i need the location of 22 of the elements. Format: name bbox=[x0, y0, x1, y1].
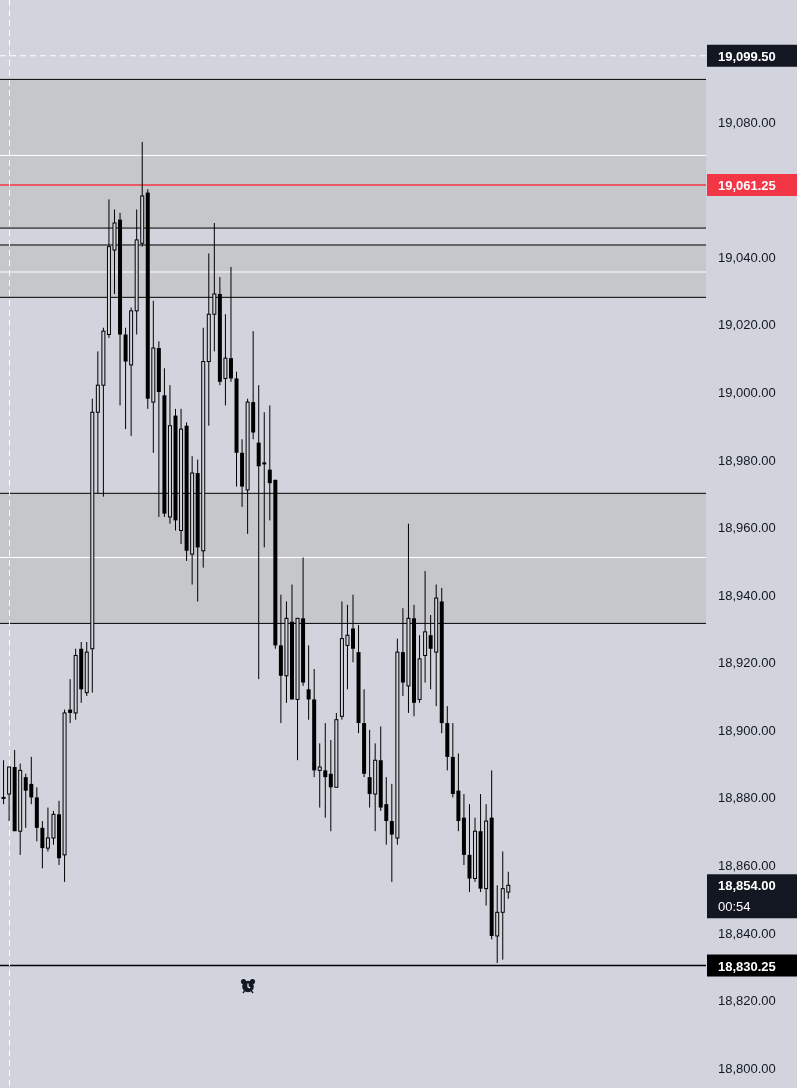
y-tick-label: 18,900.00 bbox=[718, 722, 776, 738]
y-tick-label: 18,960.00 bbox=[718, 519, 776, 535]
ref-line-label: 19,061.25 bbox=[718, 177, 776, 193]
y-tick-label: 18,860.00 bbox=[718, 857, 776, 873]
ref-line-label: 18,830.25 bbox=[718, 958, 776, 974]
y-tick-label: 19,080.00 bbox=[718, 114, 776, 130]
y-tick-label: 18,880.00 bbox=[718, 789, 776, 805]
candlestick bbox=[467, 803, 472, 893]
y-tick-label: 18,940.00 bbox=[718, 587, 776, 603]
y-tick-label: 18,800.00 bbox=[718, 1060, 776, 1076]
ref-line-label: 19,099.50 bbox=[718, 48, 776, 64]
y-tick-label: 19,020.00 bbox=[718, 316, 776, 332]
y-tick-label: 18,980.00 bbox=[718, 452, 776, 468]
y-tick-label: 19,040.00 bbox=[718, 249, 776, 265]
y-tick-label: 18,840.00 bbox=[718, 925, 776, 941]
y-tick-label: 18,920.00 bbox=[718, 654, 776, 670]
candlestick bbox=[306, 644, 311, 721]
y-tick-label: 18,820.00 bbox=[718, 992, 776, 1008]
text: 18,854.00 bbox=[718, 877, 776, 893]
text: 00:54 bbox=[718, 898, 751, 914]
y-tick-label: 19,000.00 bbox=[718, 384, 776, 400]
candlestick bbox=[40, 820, 45, 869]
